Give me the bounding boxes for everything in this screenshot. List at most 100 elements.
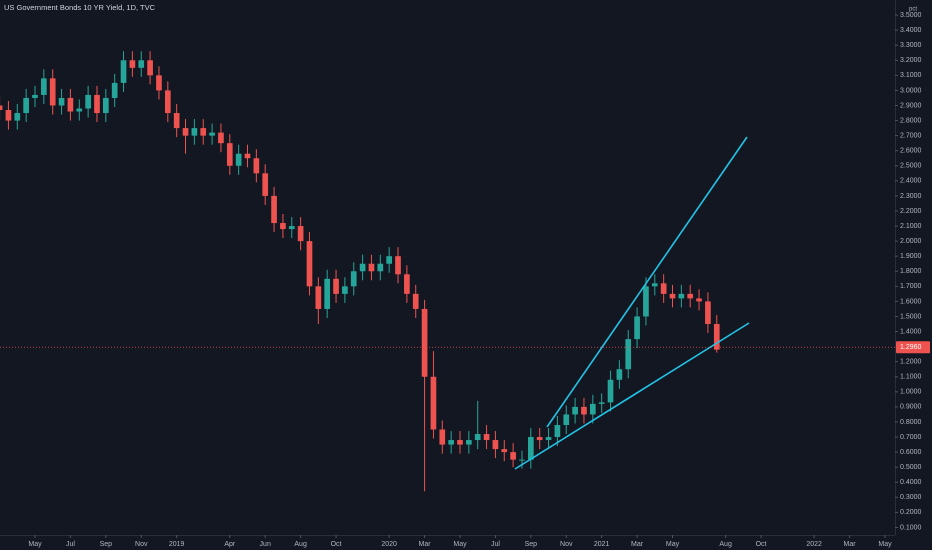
y-tick-label: 2.4000 <box>900 178 922 185</box>
candle-body <box>111 82 118 98</box>
candle-body <box>280 223 286 230</box>
candle-body <box>643 286 649 317</box>
candle-body <box>147 60 153 76</box>
x-tick-label: Mar <box>419 541 432 548</box>
y-tick-label: 0.5000 <box>900 464 922 471</box>
x-tick-label: May <box>453 541 467 548</box>
x-tick-label: Jul <box>66 541 75 548</box>
y-tick-label: 3.3000 <box>900 42 922 49</box>
y-tick-label: 2.2000 <box>900 208 922 215</box>
y-tick-label: 2.1000 <box>900 223 922 230</box>
candle-body <box>342 286 348 294</box>
y-tick-label: 2.6000 <box>900 148 922 155</box>
x-tick-label: Aug <box>719 541 732 548</box>
x-tick-label: May <box>666 541 680 548</box>
candle-body <box>324 278 331 309</box>
candle-body <box>85 94 91 109</box>
candle-body <box>386 256 392 264</box>
candle-body <box>377 263 384 272</box>
y-tick-label: 3.0000 <box>900 87 922 94</box>
candle-body <box>528 437 534 460</box>
candle-body <box>510 452 516 460</box>
candle-body <box>350 271 357 287</box>
candle-body <box>129 60 136 68</box>
candle-body <box>200 128 207 136</box>
candle-body <box>395 256 401 275</box>
candle-body <box>120 60 127 83</box>
candle-body <box>572 406 578 415</box>
trend-line-upper[interactable] <box>546 136 748 428</box>
y-tick-label: 1.5000 <box>900 313 922 320</box>
x-tick-label: Aug <box>294 541 307 548</box>
candle-body <box>625 339 632 370</box>
plot-area <box>0 51 720 492</box>
candle-body <box>359 263 366 272</box>
candle-body <box>439 429 446 445</box>
candle-body <box>457 440 463 445</box>
x-tick-label: Nov <box>560 541 573 548</box>
x-tick-label: 2020 <box>381 541 397 548</box>
candle-body <box>492 440 499 450</box>
y-tick-label: 3.2000 <box>900 57 922 64</box>
candle-body <box>713 324 720 350</box>
y-tick-label: 1.8000 <box>900 268 922 275</box>
candle-body <box>519 459 525 461</box>
candle-body <box>483 434 490 441</box>
candle-body <box>191 128 198 136</box>
candle-body <box>218 132 224 144</box>
candle-body <box>173 113 180 129</box>
candle-body <box>253 158 260 174</box>
y-tick-label: 0.2000 <box>900 509 922 516</box>
candle-body <box>669 293 676 299</box>
candle-body <box>14 113 21 121</box>
candle-body <box>421 308 428 377</box>
x-tick-label: Jul <box>491 541 500 548</box>
candle-body <box>164 90 171 114</box>
trend-line-lower[interactable] <box>514 322 750 470</box>
y-tick-label: 1.7000 <box>900 283 922 290</box>
x-tick-label: Mar <box>631 541 644 548</box>
candle-body <box>41 78 47 95</box>
candle-body <box>404 274 410 294</box>
candle-body <box>466 440 472 445</box>
y-tick-label: 1.9000 <box>900 253 922 260</box>
x-tick-label: Oct <box>756 541 767 548</box>
last-price-label: 1.2960 <box>900 344 922 351</box>
y-tick-label: 1.6000 <box>900 298 922 305</box>
y-unit: pct <box>909 7 917 13</box>
x-tick-label: Mar <box>844 541 857 548</box>
candle-body <box>536 437 543 441</box>
y-tick-label: 1.0000 <box>900 389 922 396</box>
x-tick-label: 2022 <box>806 541 822 548</box>
candle-body <box>315 286 322 309</box>
y-tick-label: 2.5000 <box>900 163 922 170</box>
candle-body <box>448 440 454 445</box>
candle-body <box>430 376 437 430</box>
y-tick-label: 2.7000 <box>900 132 922 139</box>
x-tick-label: Sep <box>100 541 113 548</box>
y-tick-label: 2.9000 <box>900 102 922 109</box>
candle-body <box>209 132 215 136</box>
candle-body <box>32 94 38 98</box>
candle-body <box>103 97 109 114</box>
x-tick-label: Sep <box>525 541 538 548</box>
candle-body <box>368 263 375 272</box>
y-tick-label: 0.3000 <box>900 494 922 501</box>
x-tick-label: Apr <box>224 541 236 548</box>
candle-body <box>589 403 596 415</box>
candle-body <box>271 195 277 224</box>
candle-body <box>67 97 74 112</box>
candle-body <box>474 434 481 441</box>
y-tick-label: 1.1000 <box>900 374 922 381</box>
candle-body <box>226 143 233 166</box>
chart-title: US Government Bonds 10 YR Yield, 1D, TVC <box>4 3 156 12</box>
y-tick-label: 0.1000 <box>900 524 922 531</box>
candle-body <box>23 97 29 114</box>
y-tick-label: 3.4000 <box>900 27 922 34</box>
y-tick-label: 2.8000 <box>900 117 922 124</box>
x-tick-label: May <box>878 541 892 548</box>
candle-body <box>306 241 313 287</box>
candle-body <box>598 402 605 404</box>
